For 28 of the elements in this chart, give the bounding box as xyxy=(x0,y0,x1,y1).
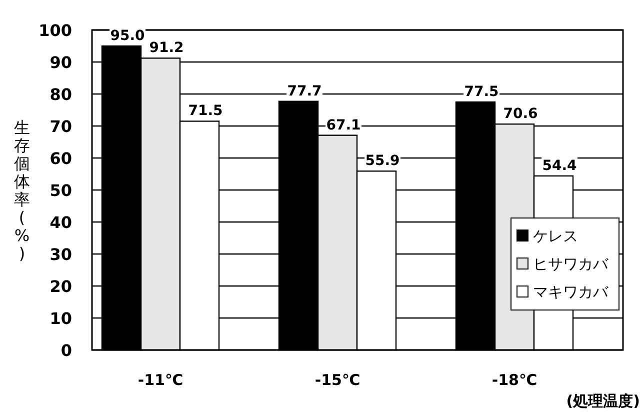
x-tick-label: -15℃ xyxy=(314,371,360,389)
data-label: 71.5 xyxy=(188,103,223,120)
y-tick-label: 90 xyxy=(50,53,72,72)
data-label: 77.7 xyxy=(287,83,322,100)
y-tick-label: 40 xyxy=(50,213,72,232)
legend-label: ヒサワカバ xyxy=(533,255,609,273)
y-tick-label: 10 xyxy=(50,309,72,328)
x-tick-label: -11℃ xyxy=(138,371,184,389)
data-label: 77.5 xyxy=(464,84,499,100)
data-label: 91.2 xyxy=(149,40,184,56)
y-tick-label: 100 xyxy=(38,21,72,40)
data-label: 54.4 xyxy=(542,158,578,174)
data-label: 95.0 xyxy=(110,28,146,44)
legend-label: マキワカバ xyxy=(533,283,609,301)
data-label: 67.1 xyxy=(326,117,361,134)
y-tick-label: 80 xyxy=(50,85,72,104)
x-axis-title: (処理温度) xyxy=(566,392,640,410)
data-label: 55.9 xyxy=(365,153,400,170)
legend-label: ケレス xyxy=(533,227,578,245)
y-tick-label: 60 xyxy=(50,149,72,168)
y-axis-title: 生存個体率(%) xyxy=(14,118,30,263)
data-label: 70.6 xyxy=(503,106,538,122)
y-tick-label: 0 xyxy=(60,341,72,360)
y-tick-label: 20 xyxy=(50,277,72,296)
y-tick-label: 50 xyxy=(50,181,72,200)
y-tick-label: 30 xyxy=(50,245,72,264)
x-tick-label: -18℃ xyxy=(492,371,538,389)
y-tick-label: 70 xyxy=(50,117,72,136)
